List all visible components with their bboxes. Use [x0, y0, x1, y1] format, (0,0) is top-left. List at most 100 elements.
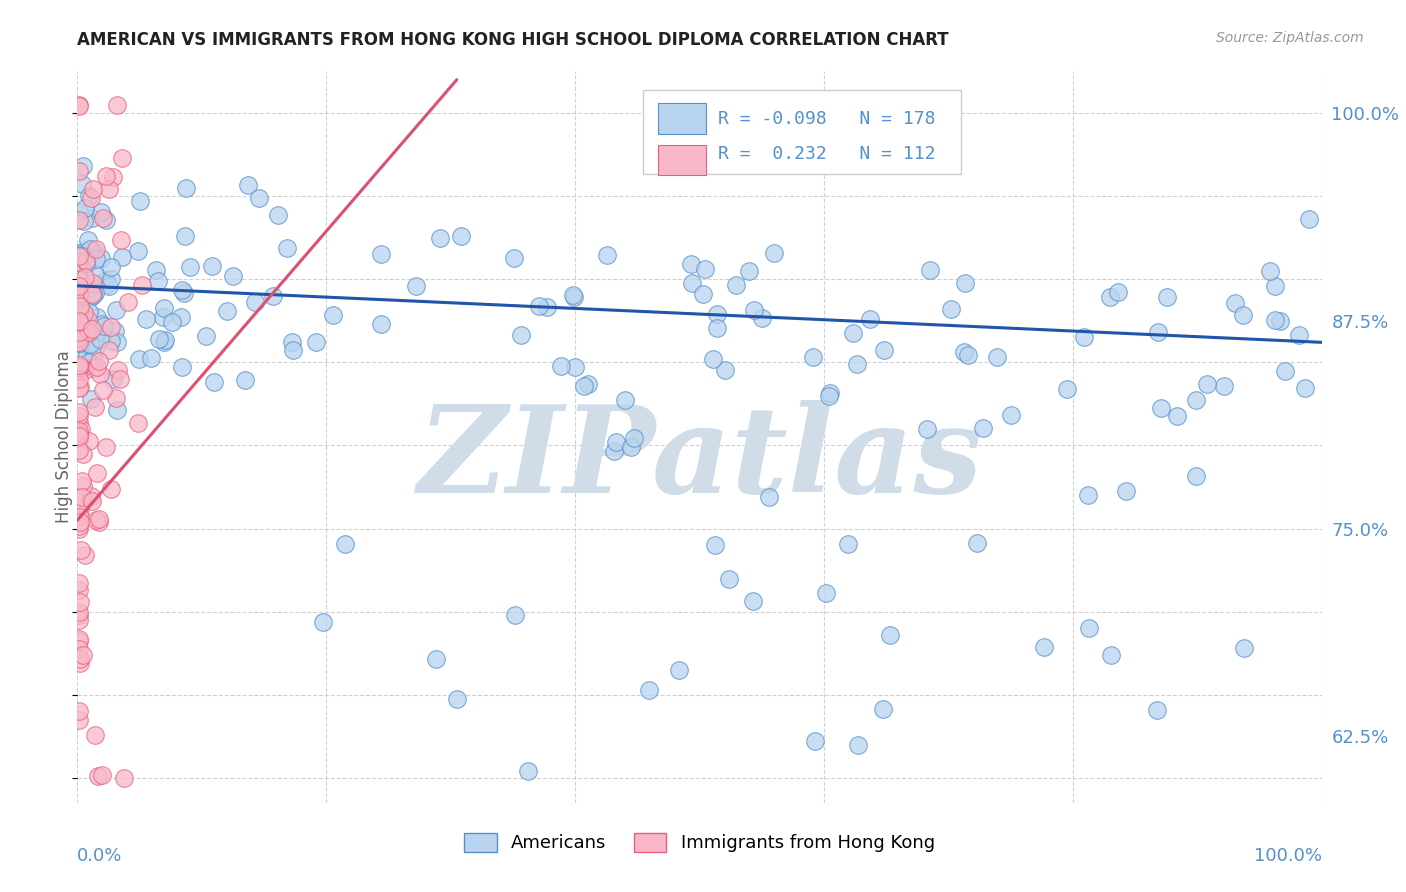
Point [67, 416, 90, 430]
Point [67, 304, 90, 318]
Point [87, 515, 110, 529]
Point [67, 432, 90, 446]
Point [67, 249, 90, 263]
Point [80, 322, 103, 336]
Point [717, 572, 740, 586]
Point [873, 343, 896, 357]
Point [692, 286, 714, 301]
Point [148, 274, 170, 288]
Point [67, 325, 90, 339]
Point [128, 194, 150, 209]
Point [724, 277, 747, 292]
Point [1032, 640, 1054, 654]
Point [90, 317, 112, 331]
Point [82, 287, 104, 301]
Point [73, 270, 96, 285]
Point [91, 328, 114, 343]
Point [76, 348, 98, 362]
Point [681, 276, 703, 290]
Point [527, 300, 550, 314]
Point [952, 345, 974, 359]
Point [1185, 468, 1208, 483]
Point [73, 269, 96, 284]
Point [70, 543, 93, 558]
Point [67, 431, 90, 445]
Point [84, 285, 107, 300]
Point [66, 291, 89, 305]
Point [69, 651, 91, 665]
Point [704, 538, 727, 552]
Point [623, 431, 645, 445]
Point [69, 309, 91, 323]
Point [145, 262, 167, 277]
Point [1156, 290, 1178, 304]
Point [76, 325, 98, 339]
Point [110, 233, 132, 247]
Point [86, 310, 108, 324]
Point [75, 327, 97, 342]
Point [101, 372, 124, 386]
Point [94, 169, 117, 183]
Point [82, 182, 104, 196]
Point [66, 352, 89, 367]
Text: 0.0%: 0.0% [77, 847, 122, 864]
Point [70, 422, 93, 436]
Point [69, 298, 91, 312]
Point [105, 98, 128, 112]
Point [69, 359, 91, 374]
Point [67, 429, 90, 443]
Point [67, 99, 90, 113]
Point [1212, 379, 1234, 393]
Point [67, 371, 90, 385]
Point [128, 352, 150, 367]
Point [67, 333, 90, 347]
Point [312, 615, 335, 630]
Point [517, 764, 540, 779]
Point [77, 305, 100, 319]
Point [153, 333, 176, 347]
Text: 100.0%: 100.0% [1254, 847, 1322, 864]
Point [77, 434, 100, 448]
Point [82, 288, 104, 302]
Point [1258, 264, 1281, 278]
Point [66, 265, 89, 279]
Point [79, 325, 101, 339]
Point [72, 325, 94, 339]
Point [173, 285, 195, 300]
Point [69, 379, 91, 393]
Point [1166, 409, 1188, 423]
Point [370, 247, 392, 261]
Y-axis label: High School Diploma: High School Diploma [55, 351, 73, 524]
Point [105, 302, 128, 317]
Point [67, 381, 90, 395]
Point [105, 402, 128, 417]
Point [96, 273, 118, 287]
Point [222, 269, 245, 284]
Point [98, 343, 121, 357]
Point [94, 440, 117, 454]
FancyBboxPatch shape [644, 90, 960, 174]
Point [91, 211, 114, 226]
Point [66, 246, 89, 260]
Point [84, 728, 107, 742]
Point [67, 164, 90, 178]
Point [108, 372, 131, 386]
Point [706, 321, 728, 335]
Point [112, 771, 135, 785]
Point [105, 391, 128, 405]
Point [67, 642, 90, 657]
Point [562, 287, 585, 301]
Point [172, 284, 194, 298]
Text: ZIPatlas: ZIPatlas [416, 400, 983, 518]
Point [322, 308, 344, 322]
Point [152, 310, 174, 324]
Point [872, 702, 894, 716]
FancyBboxPatch shape [658, 103, 706, 134]
Point [105, 334, 128, 349]
Point [67, 331, 90, 345]
Point [67, 250, 90, 264]
Point [1078, 621, 1101, 635]
Point [174, 228, 197, 243]
Point [243, 294, 266, 309]
Point [333, 537, 356, 551]
